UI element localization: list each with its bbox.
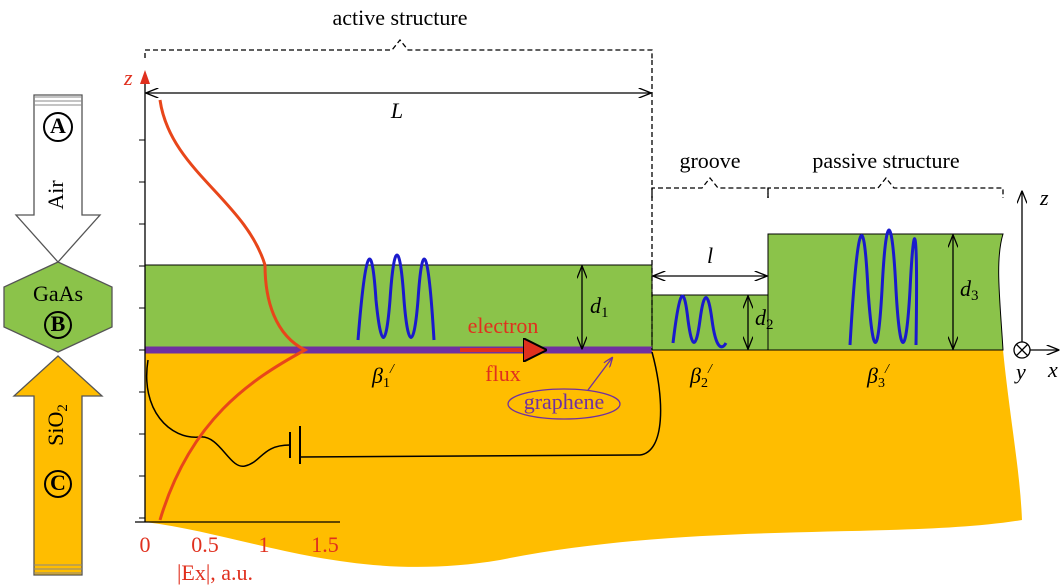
name: SiO [43, 412, 68, 446]
z-axis-label: z [123, 65, 133, 90]
subscript: 3 [878, 376, 885, 391]
symbol: β [689, 363, 701, 388]
marker-label: B [51, 311, 66, 336]
coord-y-label: y [1014, 359, 1026, 384]
subscript: 1 [383, 376, 390, 391]
subscript: 3 [971, 288, 979, 304]
subscript: 2 [766, 317, 774, 333]
passive-bracket [768, 178, 1003, 198]
groove-width-label: l [707, 243, 713, 268]
groove-bracket [652, 178, 768, 198]
active-bracket [145, 40, 652, 60]
air-label: Air [43, 180, 68, 210]
flux-label: flux [485, 361, 520, 386]
coord-z-label: z [1039, 185, 1049, 210]
passive-label: passive structure [812, 148, 959, 173]
active-label: active structure [333, 5, 468, 30]
tick-label: 1 [259, 532, 270, 557]
symbol: β [371, 363, 383, 388]
z-ticks [139, 140, 145, 518]
tick-label: 1.5 [311, 532, 339, 557]
z-axis-arrow [140, 70, 150, 84]
tick-label: 0 [140, 532, 151, 557]
subscript: 2 [701, 376, 708, 391]
tick-label: 0.5 [191, 532, 219, 557]
symbol: β [866, 363, 878, 388]
electron-label: electron [468, 313, 539, 338]
marker-label: C [50, 470, 66, 495]
marker-label: A [50, 113, 66, 138]
sio2-arrow [14, 356, 102, 575]
gaas-label: GaAs [33, 281, 83, 306]
diagram: z 0 0.5 1 1.5 |Ex|, a.u. active structur… [0, 0, 1063, 587]
substrate [145, 350, 1022, 567]
field-axis-label: |Ex|, a.u. [177, 560, 253, 585]
subscript: 2 [55, 404, 71, 412]
groove-label: groove [679, 148, 740, 173]
length-label: L [390, 98, 403, 123]
graphene-label: graphene [524, 389, 605, 414]
active-layer [145, 265, 652, 350]
coord-x-label: x [1047, 357, 1058, 382]
subscript: 1 [601, 305, 609, 321]
